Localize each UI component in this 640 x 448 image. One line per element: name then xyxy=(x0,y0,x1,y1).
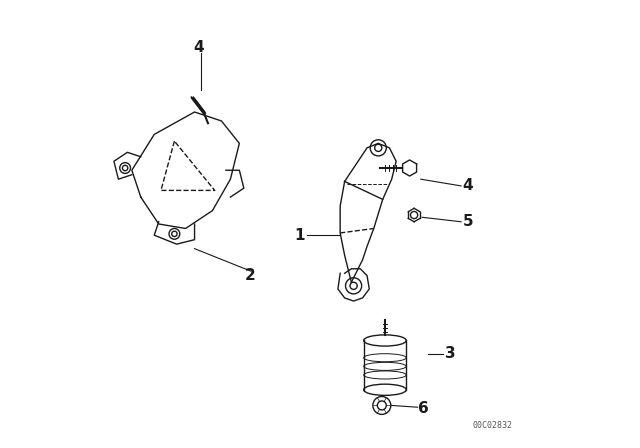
Text: 5: 5 xyxy=(463,214,473,229)
Text: 6: 6 xyxy=(418,401,428,416)
Text: 2: 2 xyxy=(245,268,256,283)
Text: 3: 3 xyxy=(445,346,455,362)
Text: 4: 4 xyxy=(194,39,204,55)
Text: 4: 4 xyxy=(463,178,473,194)
Text: 1: 1 xyxy=(294,228,305,243)
Text: 00C02832: 00C02832 xyxy=(473,421,513,430)
